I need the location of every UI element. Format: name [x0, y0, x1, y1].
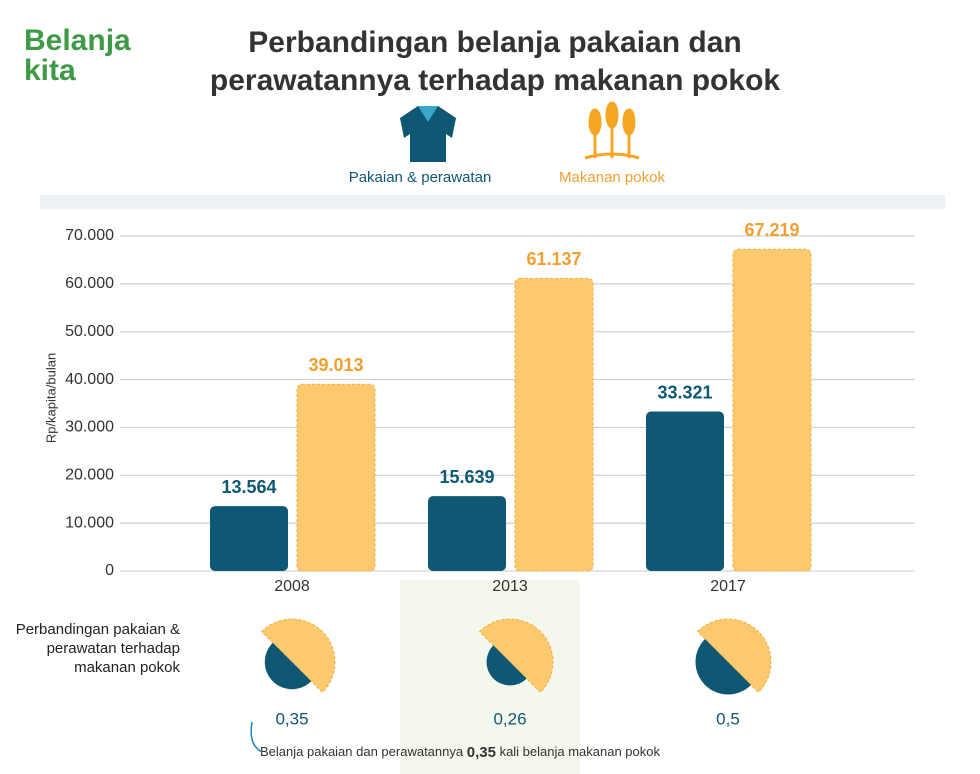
value-label: 15.639: [439, 467, 494, 487]
bar: [514, 277, 594, 572]
note-text: Belanja pakaian dan perawatannya: [260, 744, 464, 759]
logo: Belanja kita: [24, 24, 131, 87]
wheat-icon: [584, 101, 640, 160]
y-tick-label: 60.000: [65, 275, 114, 292]
legend-label: Makanan pokok: [559, 169, 665, 186]
note-arrow: [250, 721, 263, 753]
note-highlight: 0,35: [467, 744, 496, 761]
note-text: kali belanja makanan pokok: [500, 744, 661, 759]
x-tick-label: 2008: [274, 578, 310, 595]
y-tick-label: 40.000: [65, 371, 114, 388]
bar: [732, 248, 812, 572]
y-tick-label: 50.000: [65, 323, 114, 340]
bar: [428, 496, 506, 571]
value-label: 61.137: [526, 249, 581, 269]
ratio-title: Perbandingan pakaian & perawatan terhada…: [15, 621, 180, 676]
ratio-clothing: [695, 639, 751, 695]
x-tick-label: 2017: [710, 578, 746, 595]
ratio-clothing: [486, 645, 527, 686]
ratio-label: 0,26: [493, 709, 526, 728]
ratio-food: [478, 618, 554, 694]
ratio-label: 0,5: [716, 709, 740, 728]
legend-label: Pakaian & perawatan: [349, 169, 492, 186]
value-label: 39.013: [308, 355, 363, 375]
y-tick-label: 0: [105, 562, 114, 579]
y-axis-label: Rp/kapita/bulan: [43, 353, 58, 443]
chart-title: Perbandingan belanja pakaian dan perawat…: [209, 26, 781, 97]
shirt-icon: [400, 106, 456, 162]
ratio-clothing: [264, 642, 312, 690]
y-tick-label: 70.000: [65, 227, 114, 244]
value-label: 33.321: [657, 382, 712, 402]
value-label: 67.219: [744, 220, 799, 240]
x-tick-label: 2013: [492, 578, 528, 595]
ratio-label: 0,35: [275, 709, 308, 728]
bar: [296, 383, 376, 572]
y-tick-label: 10.000: [65, 514, 114, 531]
note: Belanja pakaian dan perawatannya 0,35 ka…: [260, 744, 660, 761]
hanger-rail: [40, 195, 945, 209]
bar: [646, 411, 724, 571]
ratio-food: [696, 618, 772, 694]
value-label: 13.564: [221, 477, 276, 497]
y-tick-label: 20.000: [65, 467, 114, 484]
ratio-food: [260, 618, 336, 694]
bar: [210, 506, 288, 571]
y-tick-label: 30.000: [65, 419, 114, 436]
